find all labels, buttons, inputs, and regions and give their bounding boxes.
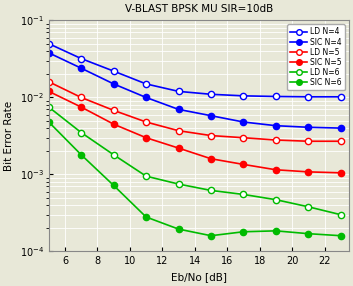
LD N=6 (176, 182, 181, 186)
SIC N=6 (306, 232, 310, 235)
Line: SIC N=6: SIC N=6 (46, 119, 344, 239)
SIC N=4 (306, 126, 310, 129)
Y-axis label: Bit Error Rate: Bit Error Rate (4, 101, 14, 171)
LD N=4 (209, 93, 213, 96)
LD N=4 (176, 90, 181, 93)
LD N=5 (176, 129, 181, 132)
SIC N=5 (209, 157, 213, 160)
SIC N=4 (79, 66, 83, 70)
LD N=6 (306, 205, 310, 208)
X-axis label: Eb/No [dB]: Eb/No [dB] (171, 272, 227, 282)
LD N=4 (274, 95, 278, 98)
Line: LD N=4: LD N=4 (46, 41, 344, 100)
LD N=4 (112, 69, 116, 73)
Line: LD N=5: LD N=5 (46, 79, 344, 144)
SIC N=4 (144, 96, 148, 99)
Legend: LD N=4, SIC N=4, LD N=5, SIC N=5, LD N=6, SIC N=6: LD N=4, SIC N=4, LD N=5, SIC N=5, LD N=6… (287, 24, 345, 90)
LD N=5 (306, 140, 310, 143)
LD N=6 (79, 131, 83, 134)
LD N=4 (306, 95, 310, 98)
SIC N=5 (112, 122, 116, 126)
Title: V-BLAST BPSK MU SIR=10dB: V-BLAST BPSK MU SIR=10dB (125, 4, 273, 14)
LD N=5 (79, 96, 83, 99)
SIC N=5 (47, 90, 51, 93)
LD N=5 (339, 140, 343, 143)
SIC N=5 (339, 171, 343, 174)
SIC N=6 (79, 153, 83, 156)
LD N=4 (241, 94, 246, 98)
LD N=6 (339, 213, 343, 217)
SIC N=5 (241, 163, 246, 166)
Line: LD N=6: LD N=6 (46, 104, 344, 218)
SIC N=5 (306, 170, 310, 174)
LD N=5 (112, 109, 116, 112)
LD N=5 (47, 80, 51, 84)
Line: SIC N=5: SIC N=5 (46, 88, 344, 176)
SIC N=5 (79, 105, 83, 109)
SIC N=4 (176, 108, 181, 111)
SIC N=5 (176, 146, 181, 150)
SIC N=6 (209, 234, 213, 237)
SIC N=4 (112, 82, 116, 86)
LD N=4 (79, 57, 83, 60)
SIC N=4 (339, 126, 343, 130)
SIC N=4 (241, 120, 246, 124)
SIC N=4 (274, 124, 278, 127)
SIC N=6 (47, 120, 51, 124)
LD N=6 (274, 198, 278, 201)
SIC N=4 (209, 114, 213, 117)
LD N=4 (144, 82, 148, 86)
LD N=4 (47, 42, 51, 45)
Line: SIC N=4: SIC N=4 (46, 50, 344, 131)
LD N=4 (339, 95, 343, 98)
LD N=5 (209, 134, 213, 137)
LD N=6 (209, 189, 213, 192)
SIC N=6 (144, 215, 148, 219)
LD N=6 (241, 193, 246, 196)
LD N=6 (144, 174, 148, 178)
SIC N=6 (339, 234, 343, 237)
LD N=5 (274, 138, 278, 142)
LD N=6 (47, 105, 51, 109)
SIC N=6 (112, 184, 116, 187)
SIC N=5 (144, 136, 148, 140)
SIC N=6 (176, 227, 181, 231)
SIC N=5 (274, 168, 278, 172)
LD N=6 (112, 153, 116, 156)
LD N=5 (144, 120, 148, 124)
SIC N=4 (47, 51, 51, 55)
SIC N=6 (274, 229, 278, 233)
SIC N=6 (241, 230, 246, 233)
LD N=5 (241, 136, 246, 140)
